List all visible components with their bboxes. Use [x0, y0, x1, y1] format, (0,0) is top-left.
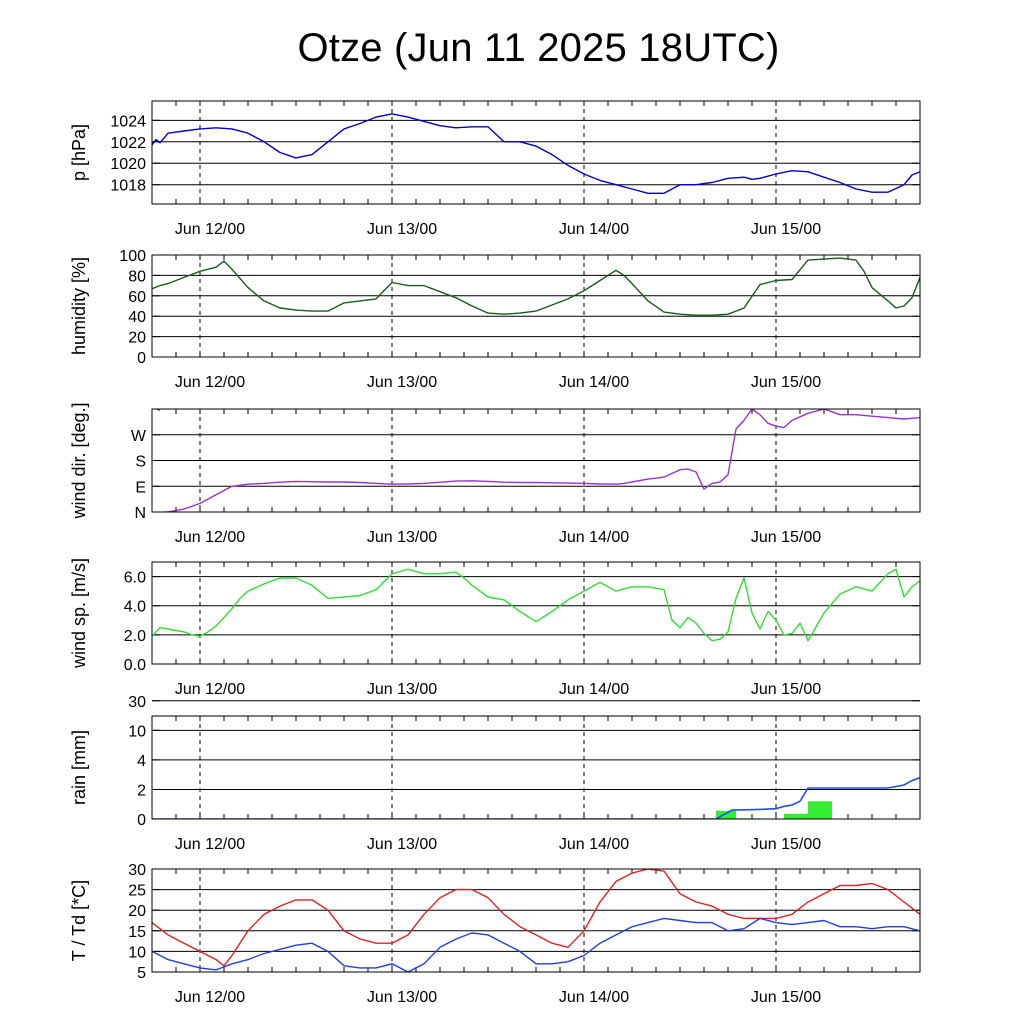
rain-accumulated-line [152, 776, 920, 819]
y-tick-label: 2.0 [124, 628, 146, 645]
panel-frame [151, 868, 921, 973]
plot-area [152, 869, 920, 972]
panel-frame [151, 100, 921, 205]
x-tick-label: Jun 15/00 [751, 681, 821, 698]
y-tick-label: 40 [128, 309, 146, 326]
x-tick-label: Jun 14/00 [559, 989, 629, 1006]
series-line-1 [152, 113, 920, 195]
panel-frame [151, 254, 921, 358]
panel-frame [151, 561, 921, 665]
rain-bar [784, 813, 808, 819]
y-axis-label: wind dir. [deg.] [69, 402, 89, 519]
x-tick-label: Jun 12/00 [175, 681, 245, 698]
y-tick-label: S [135, 454, 146, 471]
y-tick-label: 0.0 [124, 657, 146, 674]
x-tick-label: Jun 15/00 [751, 221, 821, 238]
y-tick-label: 6.0 [124, 570, 146, 587]
y-tick-label: 1022 [110, 135, 146, 152]
y-tick-label: 4.0 [124, 599, 146, 616]
x-tick-label: Jun 12/00 [175, 374, 245, 391]
panel-2: 0 20 40 60 80 100 Jun 12/00 Jun 13/00 Jun 14/00 J… [69, 248, 921, 391]
y-tick-label: 30 [128, 862, 146, 879]
y-axis-label: humidity [%] [69, 257, 89, 355]
x-tick-label: Jun 14/00 [559, 836, 629, 853]
x-tick-label: Jun 12/00 [175, 836, 245, 853]
y-tick-label: 5 [137, 965, 146, 982]
y-axis-label: p [hPa] [69, 124, 89, 181]
y-tick-label: 1018 [110, 178, 146, 195]
x-tick-label: Jun 14/00 [559, 374, 629, 391]
panel-frame [151, 715, 921, 820]
y-tick-label: 100 [119, 248, 146, 265]
y-tick-label: 2 [137, 782, 146, 799]
y-tick-label: 80 [128, 268, 146, 285]
series-line-1 [152, 568, 920, 642]
rain-bar [716, 810, 736, 819]
y-tick-label: 1020 [110, 156, 146, 173]
panel-5: 0 2 4 10 30 Jun 12/00 Jun 13/00 Jun 14/00 Jun 15… [69, 694, 921, 853]
x-tick-label: Jun 14/00 [559, 681, 629, 698]
y-tick-label: 15 [128, 924, 146, 941]
y-tick-label: 60 [128, 289, 146, 306]
rain-bar [808, 801, 832, 819]
series-line-td [152, 917, 920, 972]
y-tick-label: 4 [137, 753, 146, 770]
x-tick-label: Jun 12/00 [175, 529, 245, 546]
y-tick-label: 20 [128, 903, 146, 920]
y-tick-label: 0 [137, 350, 146, 367]
plot-area [152, 568, 920, 642]
chart-title: Otze (Jun 11 2025 18UTC) [297, 26, 780, 70]
x-tick-label: Jun 15/00 [751, 374, 821, 391]
x-tick-label: Jun 15/00 [751, 836, 821, 853]
y-tick-label: 25 [128, 883, 146, 900]
y-tick-label: 20 [128, 330, 146, 347]
y-tick-label: 1024 [110, 113, 146, 130]
x-tick-label: Jun 13/00 [367, 989, 437, 1006]
x-tick-label: Jun 13/00 [367, 836, 437, 853]
y-axis-label: rain [mm] [69, 730, 89, 805]
x-tick-label: Jun 13/00 [367, 374, 437, 391]
y-axis-label: T / Td [*C] [69, 880, 89, 961]
x-tick-label: Jun 14/00 [559, 221, 629, 238]
y-tick-label: E [135, 479, 146, 496]
series-line-1 [152, 257, 920, 316]
y-tick-label: 30 [128, 694, 146, 711]
y-tick-label: N [134, 505, 146, 522]
panel-frame [151, 408, 921, 513]
y-tick-label: 10 [128, 944, 146, 961]
x-tick-label: Jun 12/00 [175, 221, 245, 238]
y-tick-label: W [131, 428, 147, 445]
plot-area [152, 113, 920, 195]
y-tick-label: 0 [137, 812, 146, 829]
x-tick-label: Jun 15/00 [751, 989, 821, 1006]
panel-6: 5 10 15 20 25 30 Jun 12/00 Jun 13/00 Jun 14/00 Ju… [69, 862, 921, 1006]
plot-area [152, 257, 920, 316]
x-tick-label: Jun 13/00 [367, 221, 437, 238]
plot-area [152, 776, 920, 819]
panel-1: 1018 1020 1022 1024 Jun 12/00 Jun 13/00 Jun 14… [69, 100, 921, 238]
series-line-1 [164, 409, 920, 512]
y-tick-label: 10 [128, 723, 146, 740]
x-tick-label: Jun 13/00 [367, 681, 437, 698]
y-axis-label: wind sp. [m/s] [69, 558, 89, 669]
series-line-t [152, 869, 920, 967]
x-tick-label: Jun 13/00 [367, 529, 437, 546]
panel-4: 0.0 2.0 4.0 6.0 Jun 12/00 Jun 13/00 Jun 14/00 J… [69, 558, 921, 698]
x-tick-label: Jun 15/00 [751, 529, 821, 546]
x-tick-label: Jun 12/00 [175, 989, 245, 1006]
x-tick-label: Jun 14/00 [559, 529, 629, 546]
